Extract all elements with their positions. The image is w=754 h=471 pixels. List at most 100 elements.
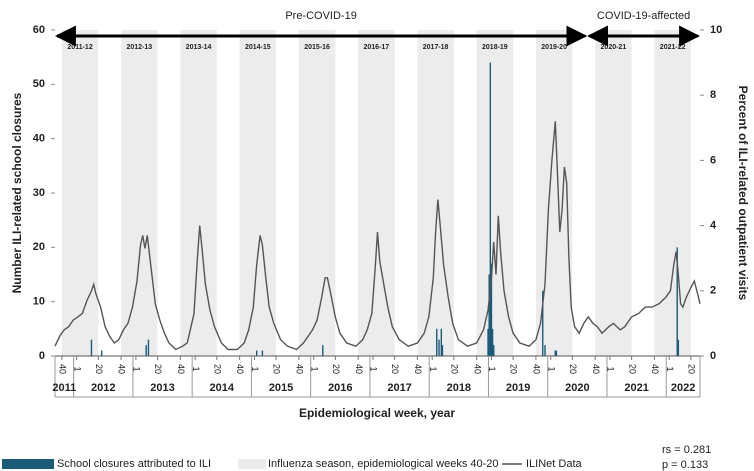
era-label: Pre-COVID-19	[285, 10, 357, 22]
season-label: 2012-13	[126, 44, 152, 51]
bar	[487, 328, 489, 356]
year-label: 2020	[565, 382, 589, 394]
year-label: 2012	[91, 382, 115, 394]
bar	[677, 339, 680, 356]
y2-tick-label: 0	[710, 350, 716, 362]
season-band	[239, 30, 277, 356]
bar	[322, 345, 324, 356]
x-tick-label: 40	[591, 364, 601, 374]
y-tick-label: 0	[39, 350, 45, 362]
legend-label: Influenza season, epidemiological weeks …	[268, 458, 499, 470]
bar	[676, 247, 678, 356]
x-tick-label: 20	[331, 364, 341, 374]
bar	[256, 350, 258, 356]
x-tick-label: 1	[309, 366, 319, 371]
x-tick-label: 20	[153, 364, 163, 374]
year-label: 2014	[210, 382, 235, 394]
y2-tick-label: 10	[710, 24, 722, 36]
y-tick-label: 40	[33, 133, 45, 145]
x-tick-label: 20	[390, 364, 400, 374]
bar	[542, 290, 544, 356]
season-band	[476, 30, 514, 356]
year-label: 2021	[624, 382, 648, 394]
x-tick-label: 40	[532, 364, 542, 374]
season-label: 2019-20	[541, 44, 567, 51]
x-tick-label: 40	[235, 364, 245, 374]
era-label: COVID-19-affected	[597, 10, 690, 22]
x-tick-label: 1	[606, 366, 616, 371]
season-label: 2014-15	[245, 44, 271, 51]
x-tick-label: 20	[94, 364, 104, 374]
y2-tick-label: 2	[710, 285, 716, 297]
year-label: 2019	[506, 382, 530, 394]
year-label: 2016	[328, 382, 352, 394]
year-label: 2017	[387, 382, 411, 394]
x-tick-label: 40	[413, 364, 423, 374]
x-axis-title: Epidemiological week, year	[299, 406, 455, 420]
y-tick-label: 20	[33, 241, 45, 253]
x-tick-label: 40	[650, 364, 660, 374]
y2-tick-label: 4	[710, 220, 717, 232]
year-label: 2013	[150, 382, 174, 394]
season-label: 2011-12	[67, 44, 92, 51]
x-tick-label: 40	[57, 364, 67, 374]
bar	[261, 350, 264, 356]
bar	[147, 339, 150, 356]
year-label: 2022	[671, 382, 695, 394]
x-tick-label: 20	[687, 364, 697, 374]
season-band	[180, 30, 217, 356]
x-tick-label: 20	[212, 364, 222, 374]
y-tick-label: 30	[33, 187, 45, 199]
season-band	[595, 30, 632, 356]
bar	[436, 328, 438, 356]
season-band	[298, 30, 336, 356]
bar	[90, 339, 93, 356]
year-label: 2011	[52, 382, 76, 394]
x-tick-label: 40	[294, 364, 304, 374]
line	[54, 121, 701, 351]
annotation: p = 0.133	[662, 459, 708, 471]
annotation: rs = 0.281	[662, 444, 711, 456]
season-label: 2016-17	[364, 44, 390, 51]
bar	[554, 350, 556, 356]
x-tick-label: 20	[627, 364, 637, 374]
x-tick-label: 1	[665, 366, 675, 371]
legend-label: ILINet Data	[526, 458, 583, 470]
y-tick-label: 10	[33, 296, 45, 308]
season-label: 2018-19	[482, 44, 508, 51]
season-band	[654, 30, 691, 356]
season-band	[121, 30, 158, 356]
x-tick-label: 1	[191, 366, 201, 371]
season-label: 2021-22	[660, 44, 686, 51]
bar	[489, 62, 492, 356]
bar	[438, 339, 440, 356]
bar	[555, 350, 558, 356]
y-tick-label: 60	[33, 24, 45, 36]
x-tick-label: 1	[132, 366, 142, 371]
y2-axis-title: Percent of ILI-related outpatient visits	[736, 86, 750, 301]
legend-swatch	[2, 459, 54, 469]
bar	[493, 345, 495, 356]
y-axis-title: Number ILI-related school closures	[10, 92, 24, 293]
bar	[441, 345, 444, 356]
bar	[544, 345, 546, 356]
x-tick-label: 40	[117, 364, 127, 374]
legend-swatch	[238, 459, 266, 469]
x-tick-label: 1	[546, 366, 556, 371]
season-label: 2020-21	[601, 44, 627, 51]
x-tick-label: 1	[72, 366, 82, 371]
x-tick-label: 1	[250, 366, 260, 371]
bar	[101, 350, 103, 356]
x-tick-label: 40	[354, 364, 364, 374]
x-tick-label: 40	[176, 364, 186, 374]
y2-tick-label: 8	[710, 89, 716, 101]
x-tick-label: 20	[568, 364, 578, 374]
season-label: 2017-18	[423, 44, 449, 51]
bar	[145, 345, 147, 356]
season-band	[358, 30, 395, 356]
x-tick-label: 1	[369, 366, 379, 371]
x-tick-label: 1	[428, 366, 438, 371]
year-label: 2018	[447, 382, 471, 394]
y2-tick-label: 6	[710, 154, 716, 166]
